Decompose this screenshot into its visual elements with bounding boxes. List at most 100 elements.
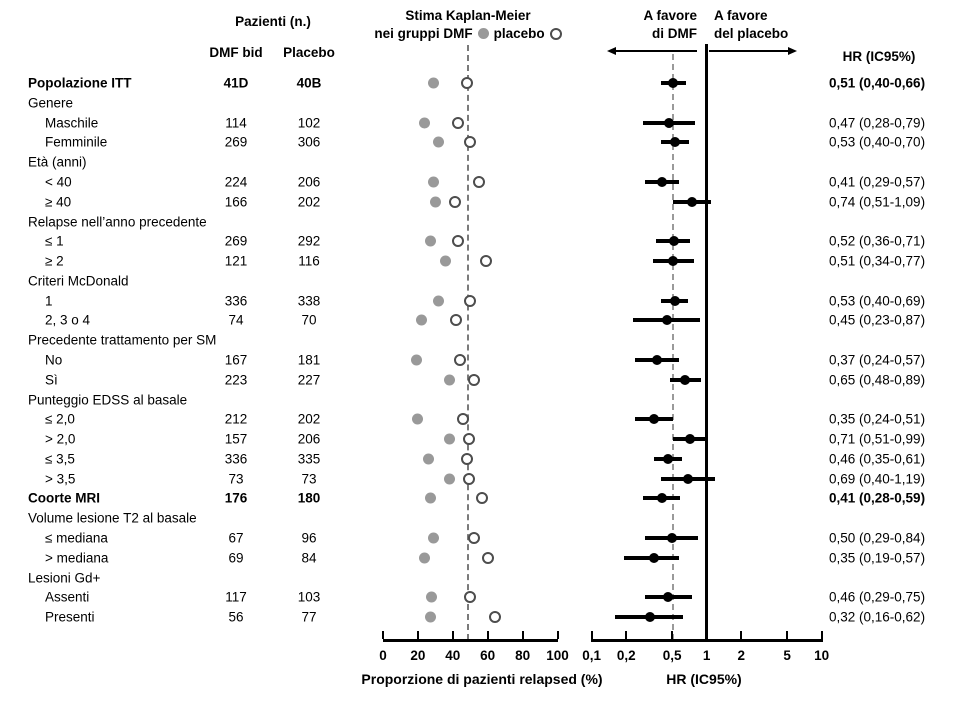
- subgroup-row: Sì 223 227 0,65 (0,48-0,89): [0, 370, 975, 390]
- row-label: Popolazione ITT: [28, 75, 132, 91]
- dmf-count: 67: [228, 530, 244, 546]
- dmf-count: 224: [224, 174, 248, 190]
- hr-value-text: 0,53 (0,40-0,70): [829, 134, 926, 150]
- km-placebo-circle: [462, 472, 475, 485]
- km-dmf-dot: [422, 453, 434, 465]
- hr-point-estimate-dot: [662, 592, 673, 603]
- section-row: Criteri McDonald: [0, 271, 975, 291]
- placebo-count: 338: [297, 293, 321, 309]
- km-dmf-dot: [428, 532, 440, 544]
- km-placebo-circle: [464, 591, 477, 604]
- favors-dmf-header: A favore di DMF: [557, 7, 697, 42]
- km-axis-tick: [451, 631, 454, 639]
- km-axis-tick-label: 100: [546, 648, 569, 663]
- dmf-column-header: DMF bid: [209, 45, 263, 60]
- subgroup-row: ≤ 2,0 212 202 0,35 (0,24-0,51): [0, 409, 975, 429]
- row-label: ≤ 1: [45, 233, 64, 249]
- km-axis-tick-label: 80: [515, 648, 531, 663]
- km-dmf-dot: [412, 413, 424, 425]
- placebo-count: 116: [298, 253, 320, 269]
- km-placebo-circle: [452, 116, 465, 129]
- row-label: ≤ mediana: [45, 530, 108, 546]
- km-placebo-circle: [453, 353, 466, 366]
- hr-value-text: 0,53 (0,40-0,69): [829, 293, 926, 309]
- km-axis-tick: [382, 631, 384, 639]
- placebo-count: 180: [297, 490, 321, 506]
- hr-axis-tick-label: 5: [783, 648, 791, 663]
- hr-axis-tick-label: 0,5: [662, 648, 682, 663]
- hr-value-text: 0,47 (0,28-0,79): [829, 115, 926, 131]
- subgroup-row: No 167 181 0,37 (0,24-0,57): [0, 350, 975, 370]
- favors-dmf-line1: A favore: [643, 8, 697, 23]
- favors-placebo-line2: del placebo: [714, 25, 789, 41]
- dmf-legend-dot-icon: [477, 28, 489, 40]
- hr-point-estimate-dot: [684, 434, 695, 445]
- hr-point-estimate-dot: [669, 295, 680, 306]
- hr-value-text: 0,45 (0,23-0,87): [829, 312, 926, 328]
- hr-value-text: 0,46 (0,35-0,61): [829, 451, 926, 467]
- hr-value-text: 0,65 (0,48-0,89): [829, 372, 926, 388]
- hr-axis-tick: [590, 631, 593, 639]
- km-dmf-dot: [410, 354, 422, 366]
- hr-axis-tick: [740, 631, 743, 639]
- subgroup-row: ≤ 3,5 336 335 0,46 (0,35-0,61): [0, 449, 975, 469]
- row-label: Sì: [45, 372, 58, 388]
- km-dmf-dot: [424, 235, 436, 247]
- dmf-count: 114: [225, 115, 247, 131]
- row-label: Presenti: [45, 609, 95, 625]
- row-label: < 40: [45, 174, 72, 190]
- row-label: Criteri McDonald: [28, 273, 129, 289]
- hr-value-text: 0,46 (0,29-0,75): [829, 589, 926, 605]
- favors-placebo-arrow: [709, 50, 789, 52]
- favors-placebo-line1: A favore: [714, 8, 768, 23]
- km-dmf-dot: [440, 255, 452, 267]
- placebo-column-header: Placebo: [283, 45, 335, 60]
- km-placebo-circle: [479, 255, 492, 268]
- km-placebo-circle: [457, 413, 470, 426]
- row-label: Volume lesione T2 al basale: [28, 510, 197, 526]
- dmf-count: 56: [228, 609, 244, 625]
- hr-axis-tick-label: 0,2: [616, 648, 636, 663]
- dmf-count: 269: [224, 233, 248, 249]
- subgroup-row: Presenti 56 77 0,32 (0,16-0,62): [0, 607, 975, 627]
- km-placebo-circle: [488, 611, 501, 624]
- hr-value-text: 0,52 (0,36-0,71): [829, 233, 926, 249]
- km-axis-tick: [416, 631, 419, 639]
- dmf-count: 336: [224, 451, 248, 467]
- row-label: > 2,0: [45, 431, 76, 447]
- hr-point-estimate-dot: [667, 533, 678, 543]
- favors-dmf-line2: di DMF: [652, 25, 697, 41]
- placebo-count: 202: [297, 411, 321, 427]
- placebo-count: 73: [301, 471, 317, 487]
- subgroup-row: Femminile 269 306 0,53 (0,40-0,70): [0, 133, 975, 153]
- dmf-count: 157: [224, 431, 248, 447]
- subgroup-row: ≤ 1 269 292 0,52 (0,36-0,71): [0, 231, 975, 251]
- dmf-count: 166: [224, 194, 248, 210]
- row-label: Età (anni): [28, 154, 87, 170]
- hr-point-estimate-dot: [668, 256, 679, 267]
- hr-axis-tick: [820, 631, 823, 639]
- hr-axis-tick: [671, 631, 674, 639]
- hr-value-text: 0,71 (0,51-0,99): [829, 431, 926, 447]
- km-plot-legend: nei gruppi DMF placebo: [348, 25, 588, 43]
- hr-point-estimate-dot: [680, 374, 691, 385]
- section-row: Genere: [0, 93, 975, 113]
- hr-axis-tick-label: 0,1: [582, 648, 602, 663]
- placebo-count: 103: [297, 589, 321, 605]
- row-label: ≤ 2,0: [45, 411, 75, 427]
- dmf-count: 117: [225, 589, 247, 605]
- hr-axis-tick-label: 2: [737, 648, 746, 663]
- dmf-count: 74: [228, 312, 244, 328]
- km-dmf-dot: [443, 433, 455, 445]
- hr-point-estimate-dot: [662, 453, 673, 464]
- hr-point-estimate-dot: [669, 137, 680, 148]
- km-dashed-reference-line: [466, 45, 469, 640]
- row-label: 1: [45, 293, 53, 309]
- hr-value-text: 0,50 (0,29-0,84): [829, 530, 926, 546]
- placebo-count: 84: [301, 550, 317, 566]
- placebo-count: 306: [297, 134, 321, 150]
- placebo-count: 292: [297, 233, 321, 249]
- row-label: > mediana: [45, 550, 109, 566]
- placebo-count: 227: [297, 372, 321, 388]
- hr-value-text: 0,74 (0,51-1,09): [829, 194, 926, 210]
